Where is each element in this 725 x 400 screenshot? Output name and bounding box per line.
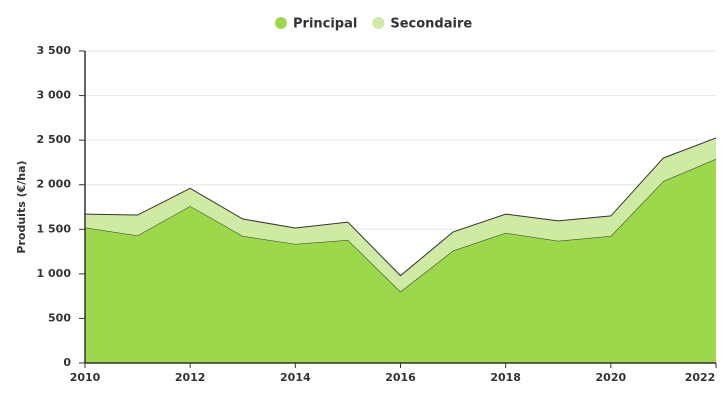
legend-marker [372,17,385,29]
x-tick-label: 2022 [685,371,716,384]
y-tick-label: 1 000 [37,267,72,280]
legend-marker [275,17,287,29]
legend-text: Principal [293,17,357,32]
y-tick-label: 3 500 [37,44,72,57]
area-line [84,137,717,277]
x-tick-label: 2020 [596,371,627,384]
y-tick-label: 1 500 [37,222,72,235]
y-tick-label: 500 [48,311,71,324]
x-tick-label: 2010 [70,371,101,384]
y-tick-label: 0 [63,356,71,369]
x-tick-label: 2016 [385,371,416,384]
y-tick-label: 3 000 [37,89,72,102]
legend-text: Secondaire [390,17,472,32]
x-tick-label: 2018 [490,371,521,384]
x-tick-label: 2014 [280,371,311,384]
y-tick-label: 2 500 [37,133,72,146]
y-axis-label: Produits (€/ha) [15,160,28,253]
x-tick-label: 2012 [175,371,206,384]
y-tick-label: 2 000 [37,178,72,191]
area [85,137,716,292]
area [85,158,716,363]
